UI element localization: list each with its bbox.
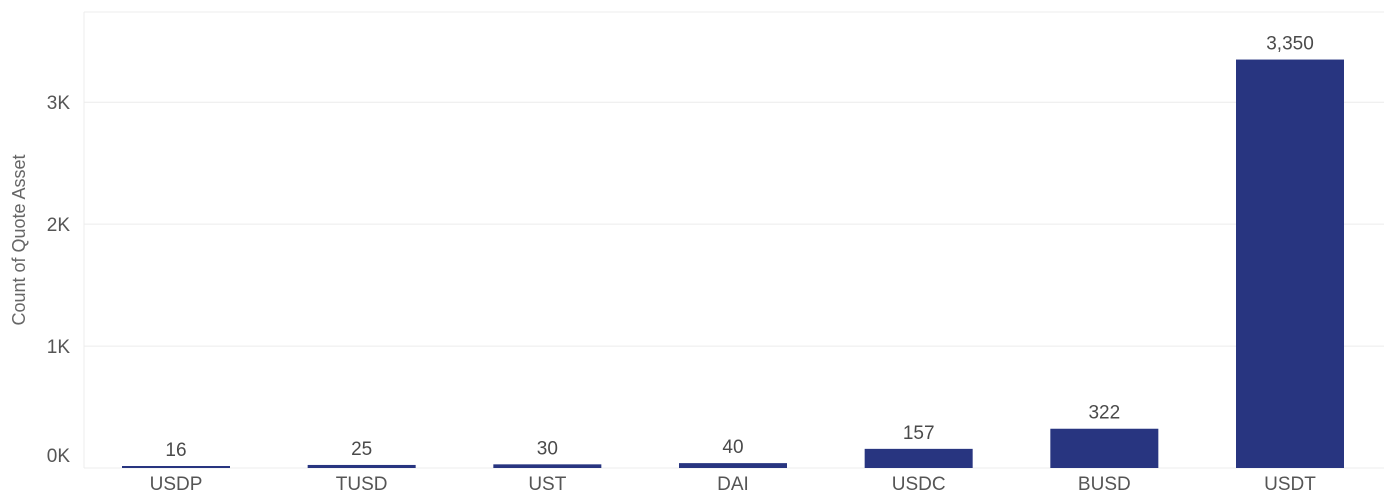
data-label-dai: 40 xyxy=(722,437,743,458)
x-category-label-dai: DAI xyxy=(717,474,749,494)
bar-usdc xyxy=(864,448,973,468)
data-label-usdp: 16 xyxy=(165,440,186,461)
bar-dai xyxy=(679,463,787,468)
bar-tusd xyxy=(307,464,416,468)
x-axis-categories: USDP TUSD UST DAI USDC BUSD USDT xyxy=(150,474,1317,494)
x-category-label-usdt: USDT xyxy=(1264,474,1316,494)
data-label-busd: 322 xyxy=(1088,403,1120,424)
y-tick-label: 2K xyxy=(47,215,71,236)
x-category-label-usdc: USDC xyxy=(892,474,946,494)
data-label-tusd: 25 xyxy=(351,439,372,460)
data-label-usdt: 3,350 xyxy=(1266,34,1314,55)
x-category-label-usdp: USDP xyxy=(150,474,203,494)
x-category-label-busd: BUSD xyxy=(1078,474,1131,494)
bar-ust xyxy=(493,464,602,468)
data-labels: 16 25 30 40 157 322 3,350 xyxy=(165,34,1313,461)
y-tick-label: 3K xyxy=(47,93,71,114)
x-category-label-ust: UST xyxy=(528,474,566,494)
bar-usdt xyxy=(1236,59,1344,468)
bar-usdp xyxy=(122,466,230,468)
y-tick-label: 1K xyxy=(47,337,71,358)
x-category-label-tusd: TUSD xyxy=(336,474,388,494)
y-axis-ticks: 0K 1K 2K 3K xyxy=(47,93,71,467)
y-tick-label: 0K xyxy=(47,446,71,467)
gridlines xyxy=(84,101,1384,469)
data-label-ust: 30 xyxy=(537,438,558,459)
bars xyxy=(122,59,1344,468)
bar-busd xyxy=(1050,428,1159,468)
data-label-usdc: 157 xyxy=(903,423,935,444)
y-axis-title: Count of Quote Asset xyxy=(9,154,29,325)
